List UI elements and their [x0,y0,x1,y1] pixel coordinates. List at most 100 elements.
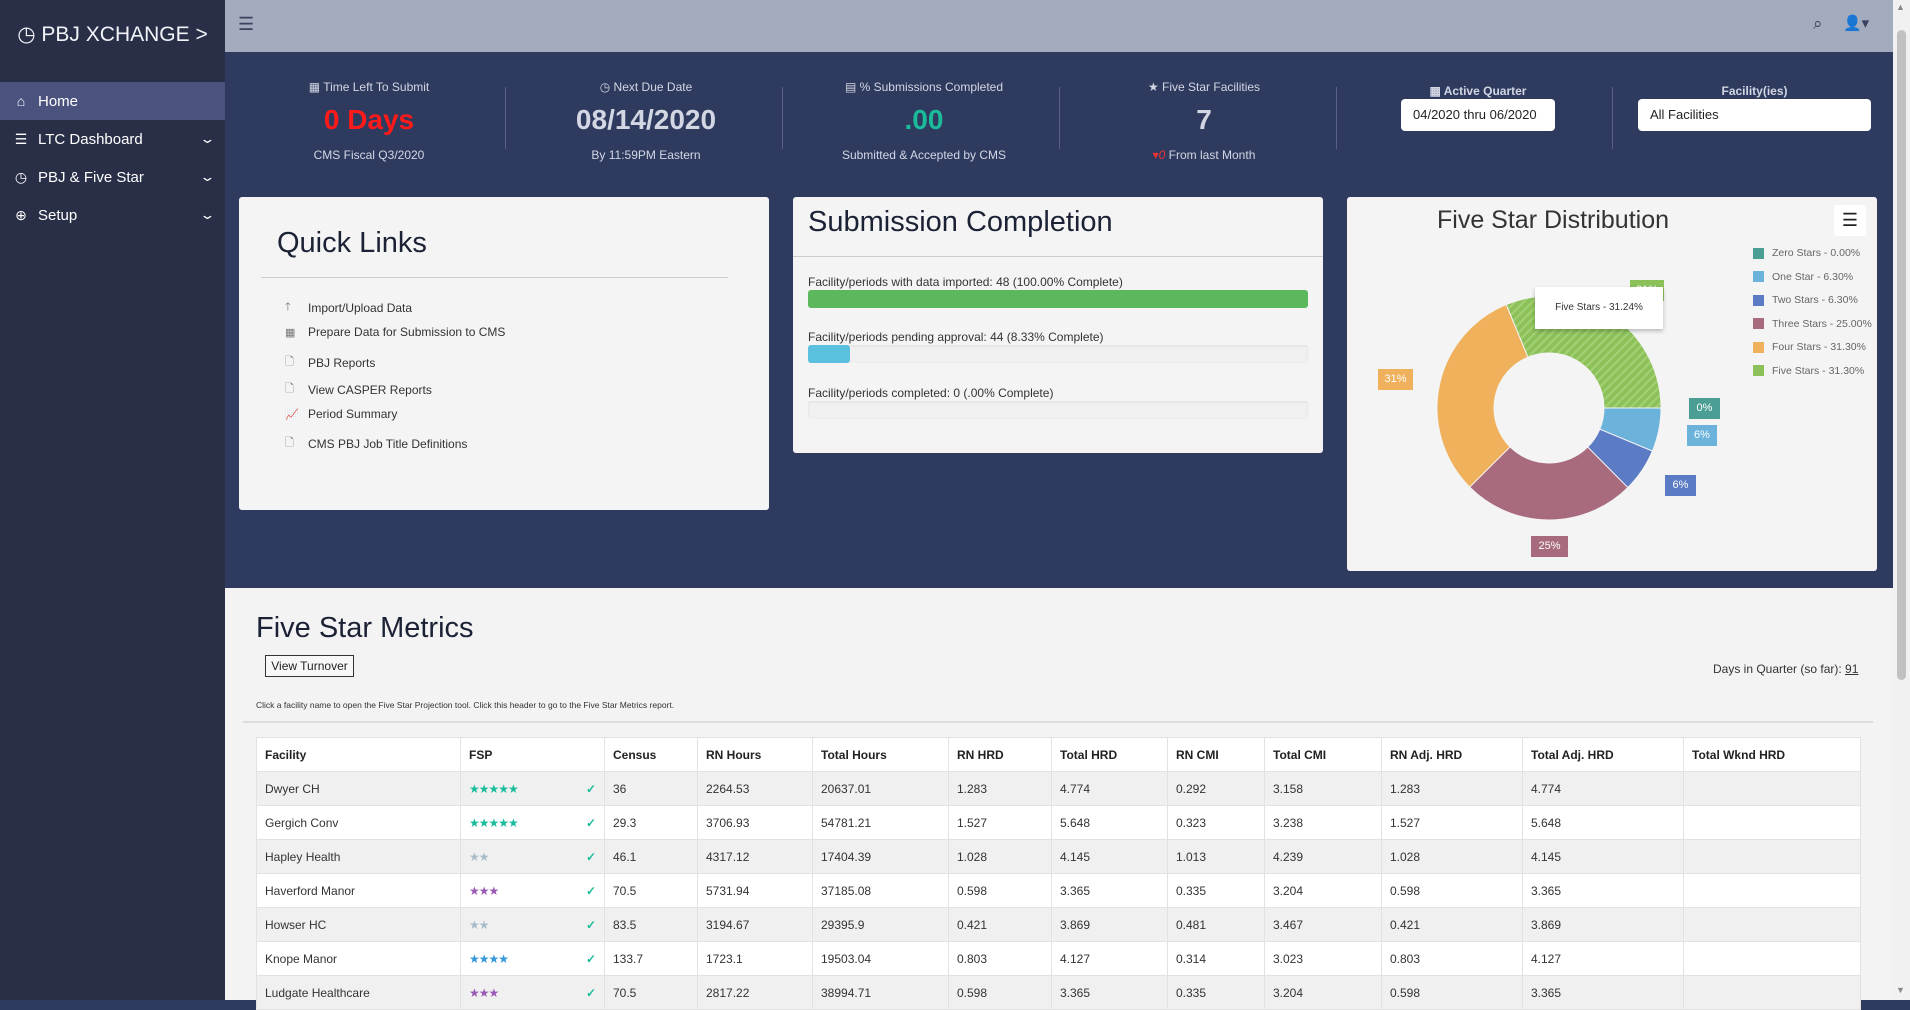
facility-select[interactable]: All Facilities [1638,99,1871,131]
legend-item[interactable]: One Star - 6.30% [1753,271,1853,283]
table-cell: 3.365 [1051,975,1168,1010]
table-row: Ludgate Healthcare ★★★ ✓ 70.5 2817.22 38994.7… [256,975,1861,1010]
facility-name-link[interactable]: Dwyer CH [256,771,461,806]
table-cell: 3.365 [1522,873,1684,908]
line-chart-icon: 📈 [285,408,299,421]
five-star-metrics-title[interactable]: Five Star Metrics [256,612,474,644]
quick-link-job-titles[interactable]: 🗋 CMS PBJ Job Title Definitions [285,434,467,453]
quick-link-prepare[interactable]: ▦ Prepare Data for Submission to CMS [285,325,506,339]
legend-item[interactable]: Two Stars - 6.30% [1753,294,1858,306]
column-header[interactable]: Total Wknd HRD [1683,737,1861,772]
column-header[interactable]: RN HRD [948,737,1052,772]
table-row: Hapley Health ★★ ✓ 46.1 4317.12 17404.39 1.028… [256,839,1861,874]
clock-icon: ◷ [17,23,42,46]
list-icon: ☰ [14,130,28,147]
column-header[interactable]: Facility [256,737,461,772]
sidebar-item-ltc-dashboard[interactable]: ☰ LTC Dashboard ⌄ [0,120,225,158]
table-cell: 4.239 [1264,839,1382,874]
star-rating-icon: ★★ [469,917,489,932]
table-cell: 1723.1 [697,941,813,976]
column-header[interactable]: Census [604,737,698,772]
check-icon: ✓ [585,849,596,864]
check-icon: ✓ [585,917,596,932]
column-header[interactable]: FSP [460,737,605,772]
legend-item[interactable]: Three Stars - 25.00% [1753,318,1872,330]
table-cell: 70.5 [604,873,698,908]
legend-item[interactable]: Four Stars - 31.30% [1753,341,1866,353]
scrollbar-thumb[interactable] [1897,30,1906,680]
table-cell: 3.204 [1264,975,1382,1010]
table-cell: 5.648 [1051,805,1168,840]
fsp-cell: ★★ ✓ [460,907,605,942]
fsp-cell: ★★ ✓ [460,839,605,874]
check-icon: ✓ [585,815,596,830]
column-header[interactable]: Total HRD [1051,737,1168,772]
table-cell: 0.803 [948,941,1052,976]
star-rating-icon: ★★ [469,849,489,864]
table-cell: 0.803 [1381,941,1523,976]
hamburger-menu-icon[interactable]: ☰ [238,14,255,34]
check-icon: ✓ [585,985,596,1000]
donut-slice-three-stars[interactable] [1468,446,1629,521]
table-cell: 0.323 [1167,805,1265,840]
search-icon[interactable]: ⌕ [1813,14,1823,33]
submission-completion-card: Submission Completion Facility/periods w… [793,197,1323,453]
facility-name-link[interactable]: Haverford Manor [256,873,461,908]
sidebar-item-pbj-five-star[interactable]: ◷ PBJ & Five Star ⌄ [0,158,225,196]
file-pdf-icon: 🗋 [285,356,294,368]
legend-item[interactable]: Five Stars - 31.30% [1753,365,1864,377]
facility-name-link[interactable]: Gergich Conv [256,805,461,840]
brand-logo[interactable]: ◷ PBJ XCHANGE > [17,23,208,46]
column-header[interactable]: Total Adj. HRD [1522,737,1684,772]
quick-link-pbj-reports[interactable]: 🗋 PBJ Reports [285,353,375,372]
clock-icon: ◷ [599,80,614,94]
facility-label: Facility(ies) [1721,84,1788,98]
quick-link-casper[interactable]: 🗋 View CASPER Reports [285,380,432,399]
facility-name-link[interactable]: Knope Manor [256,941,461,976]
table-cell: 3.238 [1264,805,1382,840]
data-label: 31% [1378,369,1413,390]
table-cell: 54781.21 [812,805,949,840]
user-menu-icon[interactable]: 👤▾ [1843,15,1870,32]
legend-item[interactable]: Zero Stars - 0.00% [1753,247,1860,259]
table-cell: 4.127 [1522,941,1684,976]
quick-link-import[interactable]: 🡑 Import/Upload Data [285,298,412,317]
sidebar-item-home[interactable]: ⌂ Home [0,82,225,120]
legend-swatch [1753,318,1764,329]
facility-name-link[interactable]: Hapley Health [256,839,461,874]
sidebar-item-setup[interactable]: ⊕ Setup ⌄ [0,196,225,234]
table-cell: 1.028 [948,839,1052,874]
table-cell: 3.023 [1264,941,1382,976]
facility-name-link[interactable]: Ludgate Healthcare [256,975,461,1010]
column-header[interactable]: RN Adj. HRD [1381,737,1523,772]
progress-bar-imported [808,290,1308,308]
legend-label: Five Stars - 31.30% [1772,364,1865,377]
table-cell: 83.5 [604,907,698,942]
star-rating-icon: ★★★★★ [469,815,519,830]
scroll-up-arrow-icon[interactable]: ▲ [1896,2,1905,12]
column-header[interactable]: Total CMI [1264,737,1382,772]
stat-next-due: ◷ Next Due Date 08/14/2020 By 11:59PM East… [575,80,717,162]
stat-time-left: ▦ Time Left To Submit 0 Days CMS Fiscal Q3… [308,80,430,162]
quick-link-period-summary[interactable]: 📈 Period Summary [285,407,398,421]
column-header[interactable]: Total Hours [812,737,949,772]
chart-menu-button[interactable]: ☰ [1834,205,1866,236]
column-header[interactable]: RN CMI [1167,737,1265,772]
facility-name-link[interactable]: Howser HC [256,907,461,942]
table-cell: 3.869 [1051,907,1168,942]
column-header[interactable]: RN Hours [697,737,813,772]
table-cell: 4.145 [1522,839,1684,874]
scrollbar[interactable]: ▲ ▼ [1893,0,1910,1000]
table-cell: 0.481 [1167,907,1265,942]
donut-slice-four-stars[interactable] [1436,303,1529,488]
table-cell: 3.204 [1264,873,1382,908]
table-cell: 2264.53 [697,771,813,806]
active-quarter-input[interactable]: 04/2020 thru 06/2020 [1401,99,1555,131]
home-icon: ⌂ [16,93,26,109]
table-cell: 133.7 [604,941,698,976]
scroll-down-arrow-icon[interactable]: ▼ [1896,985,1905,995]
days-in-quarter: Days in Quarter (so far): 91 [1713,662,1859,676]
days-in-quarter-link[interactable]: 91 [1845,662,1859,676]
view-turnover-button[interactable]: View Turnover [265,655,354,677]
table-cell: 0.598 [1381,975,1523,1010]
